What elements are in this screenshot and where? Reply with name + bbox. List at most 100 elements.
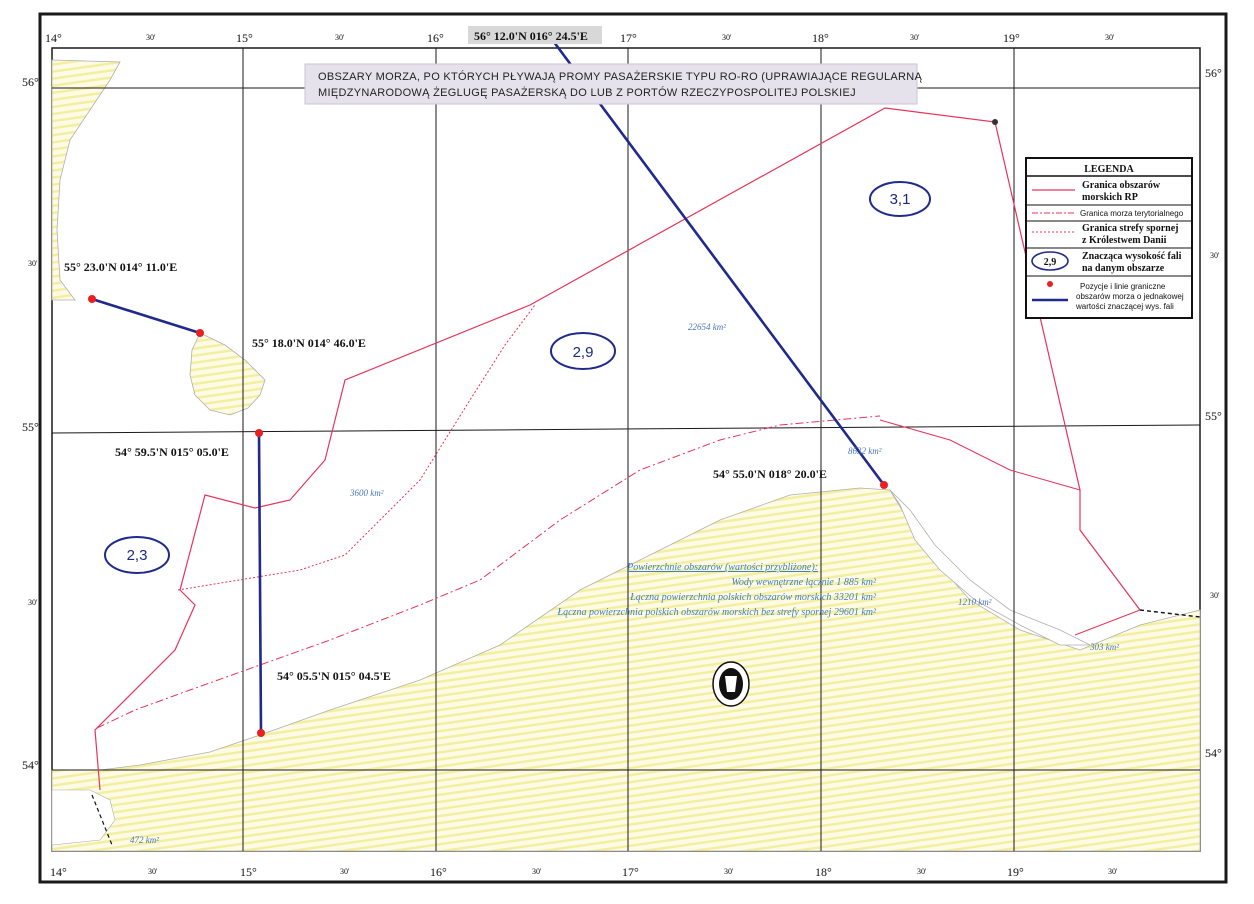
boundary-disputed-zone (177, 304, 536, 591)
legend-item1-line2: morskich RP (1082, 192, 1138, 203)
lat-right-3: 30' (1210, 591, 1220, 600)
legend-item5-line2: obszarów morza o jednakowej (1076, 292, 1184, 301)
lat-left-0: 56° (22, 75, 39, 89)
lon-bot-9: 30' (917, 867, 927, 876)
legend: LEGENDA Granica obszarów morskich RP Gra… (1025, 157, 1193, 319)
legend-item1-line1: Granica obszarów (1082, 180, 1161, 191)
area-label-2: 3600 km² (349, 488, 384, 498)
lon-top-4: 16° (427, 31, 444, 45)
lat-left-3: 30' (28, 598, 38, 607)
top-coordinate-box (468, 26, 602, 44)
lon-top-11: 30' (1105, 33, 1115, 42)
zone-value-3: 3,1 (890, 191, 911, 208)
division-lines (91, 29, 886, 734)
summary-line-4: Łączna powierzchnia polskich obszarów mo… (557, 607, 877, 618)
position-dot-1 (88, 295, 96, 303)
lon-bot-2: 15° (240, 865, 257, 879)
position-label-4: 54° 05.5'N 015° 04.5'E (277, 669, 391, 683)
lon-top-7: 30' (722, 33, 732, 42)
legend-item5-line3: wartości znaczącej wys. fali (1075, 302, 1174, 311)
land-bornholm (189, 332, 266, 416)
legend-item2: Granica morza terytorialnego (1080, 209, 1184, 218)
longitude-labels-bottom: 14° 30' 15° 30' 16° 30' 17° 30' 18° 30' … (50, 865, 1118, 879)
lon-bot-0: 14° (50, 865, 67, 879)
area-label-4: 1210 km² (958, 597, 992, 607)
legend-item3-line2: z Królestwem Danii (1082, 235, 1167, 246)
legend-item3-line1: Granica strefy spornej (1082, 223, 1178, 234)
lon-bot-7: 30' (724, 867, 734, 876)
title-line-2: MIĘDZYNARODOWĄ ŻEGLUGĘ PASAŻERSKĄ DO LUB… (318, 86, 856, 99)
boundary-territorial-sea (96, 415, 881, 729)
legend-item4-symbol: 2,9 (1044, 257, 1057, 268)
land-hel-spit (889, 489, 1091, 646)
zone-ellipse-1 (104, 536, 170, 574)
area-label-1: 22654 km² (688, 322, 726, 332)
lat-left-2: 55° (22, 420, 39, 434)
lon-top-8: 18° (812, 31, 829, 45)
zone-value-1: 2,3 (127, 547, 148, 564)
position-dot-6 (992, 119, 998, 125)
position-dot-3 (255, 429, 263, 437)
land-areas (51, 59, 1201, 852)
legend-zone-symbol (1031, 251, 1069, 271)
area-labels: 22654 km² 3600 km² 8632 km² 1210 km² 303… (130, 322, 1119, 845)
zone-value-2: 2,9 (573, 344, 594, 361)
position-dots (88, 119, 998, 737)
zone-markers: 2,3 2,9 3,1 (104, 181, 931, 574)
summary-line-2: Wody wewnętrzne łącznie 1 885 km² (731, 577, 877, 588)
legend-item4-line2: na danym obszarze (1082, 263, 1165, 274)
legend-item4-line1: Znacząca wysokość fali (1082, 251, 1182, 262)
lon-bot-1: 30' (148, 867, 158, 876)
lon-top-9: 30' (910, 33, 920, 42)
graticule (51, 48, 1201, 851)
position-label-3: 54° 59.5'N 015° 05.0'E (115, 445, 229, 459)
lat-right-0: 56° (1205, 66, 1222, 80)
title-box: OBSZARY MORZA, PO KTÓRYCH PŁYWAJĄ PROMY … (304, 63, 922, 105)
boundary-inner (1074, 609, 1141, 636)
lat-right-1: 30' (1210, 251, 1220, 260)
summary-line-1: Powierzchnie obszarów (wartości przybliż… (626, 562, 818, 573)
lon-bot-11: 30' (1108, 867, 1118, 876)
zone-ellipse-2 (550, 332, 616, 370)
position-dot-4 (257, 729, 265, 737)
position-dot-2 (196, 329, 204, 337)
lon-bot-3: 30' (340, 867, 350, 876)
latitude-labels: 56° 30' 55° 30' 54° 56° 30' 55° 30' 54° (22, 66, 1222, 772)
land-poland (51, 487, 1201, 852)
lon-bot-4: 16° (430, 865, 447, 879)
position-dot-5 (880, 481, 888, 489)
land-sweden (51, 59, 121, 301)
longitude-labels-top: 14° 30' 15° 30' 16° 17° 30' 18° 30' 19° … (45, 31, 1115, 45)
area-summary: Powierzchnie obszarów (wartości przybliż… (557, 562, 877, 618)
emblem-icon (712, 661, 750, 707)
position-label-2: 55° 18.0'N 014° 46.0'E (252, 336, 366, 350)
legend-title: LEGENDA (1084, 164, 1134, 175)
position-label-5: 54° 55.0'N 018° 20.0'E (713, 467, 827, 481)
title-line-1: OBSZARY MORZA, PO KTÓRYCH PŁYWAJĄ PROMY … (318, 70, 922, 83)
position-labels: 55° 23.0'N 014° 11.0'E 55° 18.0'N 014° 4… (64, 260, 827, 683)
lon-top-0: 14° (45, 31, 62, 45)
lon-top-3: 30' (335, 33, 345, 42)
zone-ellipse-3 (869, 181, 931, 217)
lat-left-4: 54° (22, 758, 39, 772)
lat-right-4: 54° (1205, 746, 1222, 760)
lon-bot-6: 17° (622, 865, 639, 879)
position-label-1: 55° 23.0'N 014° 11.0'E (64, 260, 177, 274)
summary-line-3: Łączna powierzchnia polskich obszarów mo… (629, 592, 877, 603)
lon-top-1: 30' (146, 33, 156, 42)
lon-top-10: 19° (1003, 31, 1020, 45)
top-coordinate-label: 56° 12.0'N 016° 24.5'E (474, 29, 588, 43)
lat-left-1: 30' (28, 259, 38, 268)
area-label-3: 8632 km² (848, 446, 882, 456)
legend-item5-line1: Pozycje i linie graniczne (1080, 282, 1166, 291)
lon-bot-5: 30' (532, 867, 542, 876)
area-label-6: 472 km² (130, 835, 159, 845)
lon-bot-10: 19° (1007, 865, 1024, 879)
lon-top-6: 17° (620, 31, 637, 45)
lon-bot-8: 18° (815, 865, 832, 879)
lon-top-2: 15° (236, 31, 253, 45)
area-label-5: 303 km² (1089, 642, 1119, 652)
map-frame (38, 12, 1228, 884)
lat-right-2: 55° (1205, 409, 1222, 423)
